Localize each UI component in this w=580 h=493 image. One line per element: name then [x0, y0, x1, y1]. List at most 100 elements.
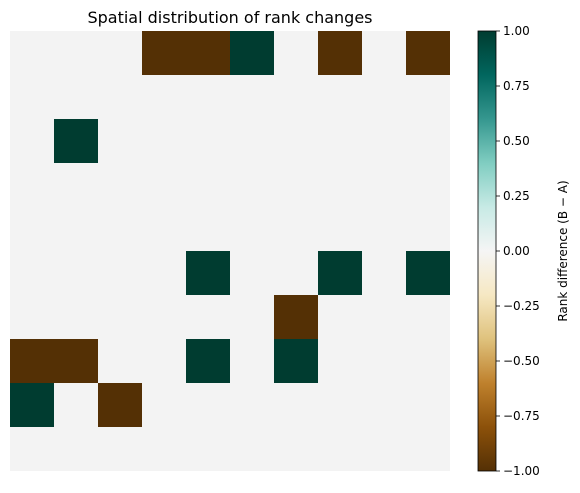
heatmap-cell [54, 119, 98, 163]
heatmap-cell [98, 251, 142, 295]
heatmap-cell [274, 383, 318, 427]
heatmap-cell [230, 251, 274, 295]
heatmap-cell [230, 75, 274, 119]
heatmap-cell [362, 31, 406, 75]
heatmap-cell [54, 383, 98, 427]
colorbar-tick-label: 0.00 [503, 244, 530, 258]
heatmap-cell [186, 427, 230, 471]
heatmap-cell [54, 31, 98, 75]
heatmap-cell [230, 339, 274, 383]
heatmap-cell [142, 295, 186, 339]
heatmap-cell [186, 339, 230, 383]
colorbar-tick-label: −0.25 [503, 299, 540, 313]
colorbar [477, 30, 497, 472]
heatmap-cell [274, 427, 318, 471]
heatmap-cell [406, 207, 450, 251]
heatmap-cell [142, 75, 186, 119]
heatmap-cell [318, 383, 362, 427]
heatmap-cell [10, 31, 54, 75]
heatmap-cell [362, 119, 406, 163]
heatmap-cell [406, 75, 450, 119]
heatmap-cell [318, 427, 362, 471]
heatmap-cell [406, 427, 450, 471]
heatmap-cell [10, 383, 54, 427]
heatmap-cell [142, 251, 186, 295]
colorbar-tick-label: −0.50 [503, 354, 540, 368]
colorbar-tick-label: −1.00 [503, 464, 540, 478]
heatmap-cell [10, 251, 54, 295]
heatmap-cell [98, 427, 142, 471]
heatmap-cell [142, 427, 186, 471]
heatmap-cell [318, 339, 362, 383]
heatmap-cell [406, 251, 450, 295]
heatmap-cell [230, 427, 274, 471]
heatmap-cell [274, 163, 318, 207]
chart-title: Spatial distribution of rank changes [87, 8, 372, 27]
heatmap-cell [406, 295, 450, 339]
heatmap-cell [230, 163, 274, 207]
colorbar-label: Rank difference (B − A) [556, 180, 570, 321]
heatmap-cell [142, 383, 186, 427]
heatmap-cell [98, 207, 142, 251]
heatmap-cell [362, 295, 406, 339]
heatmap-cell [318, 295, 362, 339]
heatmap-cell [54, 163, 98, 207]
heatmap-cell [10, 163, 54, 207]
heatmap-cell [186, 163, 230, 207]
heatmap-cell [406, 163, 450, 207]
heatmap-cell [274, 339, 318, 383]
heatmap-cell [406, 119, 450, 163]
heatmap-cell [54, 339, 98, 383]
colorbar-ticks: 1.00 0.75 0.50 0.25 0.00 −0.25 −0.50 −0.75 −1.00 [496, 24, 540, 478]
heatmap-cell [318, 119, 362, 163]
heatmap-cell [274, 251, 318, 295]
heatmap-cell [142, 339, 186, 383]
heatmap-cell [230, 295, 274, 339]
heatmap-cell [318, 75, 362, 119]
heatmap-cell [98, 383, 142, 427]
heatmap-cell [318, 251, 362, 295]
heatmap-cell [362, 207, 406, 251]
colorbar-tick-label: 1.00 [503, 24, 530, 38]
heatmap-cell [230, 383, 274, 427]
heatmap-cell [362, 339, 406, 383]
heatmap-cell [406, 339, 450, 383]
heatmap-cell [142, 31, 186, 75]
heatmap-cell [142, 207, 186, 251]
heatmap-cell [274, 75, 318, 119]
heatmap-cell [362, 383, 406, 427]
heatmap-cell [54, 207, 98, 251]
heatmap-cell [406, 383, 450, 427]
heatmap-cell [98, 295, 142, 339]
heatmap-cell [274, 207, 318, 251]
heatmap-cell [10, 339, 54, 383]
heatmap-cell [274, 295, 318, 339]
heatmap-cell [230, 207, 274, 251]
heatmap-cell [142, 119, 186, 163]
heatmap-cell [10, 207, 54, 251]
heatmap-cell [54, 295, 98, 339]
colorbar-tick-label: 0.50 [503, 134, 530, 148]
heatmap-grid [10, 31, 450, 471]
heatmap-cell [10, 295, 54, 339]
heatmap-cell [10, 427, 54, 471]
heatmap-cell [54, 427, 98, 471]
heatmap-cell [186, 251, 230, 295]
heatmap-cell [318, 207, 362, 251]
heatmap-cell [186, 31, 230, 75]
heatmap-cell [186, 295, 230, 339]
heatmap-cell [274, 31, 318, 75]
heatmap-cell [98, 31, 142, 75]
heatmap-cell [230, 31, 274, 75]
heatmap-cell [54, 75, 98, 119]
heatmap-cell [362, 251, 406, 295]
heatmap-cell [142, 163, 186, 207]
heatmap-cell [98, 119, 142, 163]
heatmap-cell [406, 31, 450, 75]
heatmap-cell [274, 119, 318, 163]
heatmap-cell [10, 75, 54, 119]
colorbar-tick-label: 0.75 [503, 79, 530, 93]
colorbar-tick-label: −0.75 [503, 409, 540, 423]
heatmap-cell [186, 207, 230, 251]
colorbar-tick-label: 0.25 [503, 189, 530, 203]
